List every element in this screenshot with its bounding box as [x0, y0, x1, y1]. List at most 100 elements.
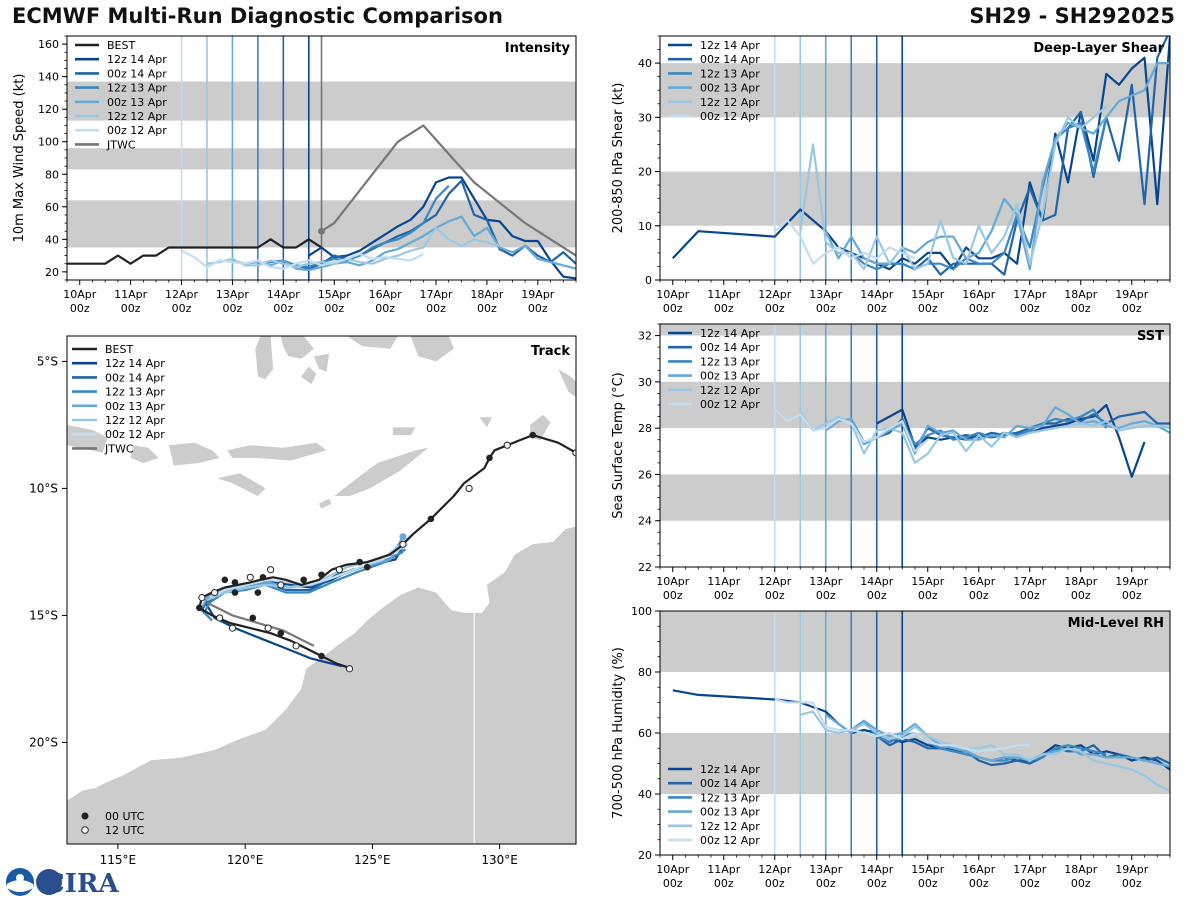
shear-xtick-label: 18Apr: [1064, 288, 1098, 301]
globe-icon: [36, 869, 62, 895]
best-point-12utc: [198, 594, 206, 602]
rh-legend-label: 00z 14 Apr: [700, 777, 760, 790]
sst-ytick-label: 22: [638, 561, 652, 574]
track-legend-label: 12z 14 Apr: [105, 357, 165, 370]
track-legend-label: 00z 14 Apr: [105, 371, 165, 384]
rh-xtick-label: 10Apr: [656, 863, 690, 876]
best-point-00utc: [318, 571, 325, 579]
rh-legend-label: 00z 13 Apr: [700, 806, 760, 819]
best-point-12utc: [465, 484, 473, 492]
intensity-xtick-label: 14Apr: [267, 288, 301, 301]
best-point-12utc: [246, 573, 254, 581]
rh-series-line: [774, 698, 1030, 753]
rh-xtick-label: 11Apr: [707, 863, 741, 876]
intensity-xtick-label: 00z: [273, 302, 293, 315]
intensity-marker: [318, 227, 325, 235]
intensity-series-line: [181, 249, 424, 270]
rh-xtick-label: 14Apr: [860, 863, 894, 876]
rh-xtick-label: 19Apr: [1115, 863, 1149, 876]
intensity-plot-area: [67, 36, 576, 280]
best-point-00utc: [529, 431, 537, 439]
cira-logo-text: CIRA: [44, 869, 119, 898]
intensity-xtick-label: 11Apr: [114, 288, 148, 301]
land-mass: [280, 336, 314, 359]
rh-legend-label: 00z 12 Apr: [700, 834, 760, 847]
shear-ytick-label: 10: [638, 220, 652, 233]
track-xtick-label: 130°E: [481, 853, 518, 867]
land-mass: [319, 498, 332, 509]
land-mass: [67, 424, 108, 453]
shear-xtick-label: 11Apr: [707, 288, 741, 301]
sst-panel-title: SST: [1137, 329, 1164, 344]
best-point-00utc: [254, 589, 262, 596]
shear-xtick-label: 00z: [1071, 302, 1091, 315]
sst-xtick-label: 00z: [918, 589, 938, 602]
sst-shade-band: [660, 324, 1170, 336]
sst-xtick-label: 18Apr: [1064, 575, 1098, 588]
sst-plot-area: [660, 324, 1170, 567]
track-legend-label: 12z 13 Apr: [105, 386, 165, 399]
best-point-00utc: [486, 454, 493, 462]
track-panel: 115°E 120°E 125°E 130°E 5°S 10°S 15°S 20°S Track…: [29, 335, 577, 867]
rh-xtick-label: 00z: [663, 877, 683, 890]
land-mass: [168, 442, 220, 466]
shear-xtick-label: 15Apr: [911, 288, 945, 301]
best-point-00utc: [196, 604, 203, 612]
rh-xtick-label: 00z: [816, 877, 836, 890]
sst-ytick-label: 28: [638, 422, 652, 435]
intensity-xtick-label: 13Apr: [216, 288, 250, 301]
forecast-track-line: [206, 601, 315, 647]
track-ytick-label: 20°S: [29, 735, 58, 749]
sst-xtick-label: 16Apr: [962, 575, 996, 588]
best-point-00utc: [259, 574, 267, 581]
sst-shade-band: [660, 474, 1170, 521]
sst-ytick-label: 30: [638, 376, 652, 389]
rh-xtick-label: 00z: [867, 877, 887, 890]
rh-ylabel: 700-500 hPa Humidity (%): [611, 647, 626, 819]
land-mass: [313, 353, 330, 372]
marker-legend-label: 00 UTC: [105, 810, 145, 823]
marker-legend-00utc: [81, 812, 89, 820]
track-ytick-label: 15°S: [29, 608, 58, 622]
intensity-xtick-label: 18Apr: [470, 288, 504, 301]
intensity-xtick-label: 00z: [477, 302, 497, 315]
intensity-xtick-label: 00z: [223, 302, 243, 315]
shear-legend-label: 00z 12 Apr: [700, 110, 760, 123]
shear-series-line: [824, 61, 1170, 271]
intensity-ytick-label: 120: [38, 103, 59, 116]
best-point-12utc: [267, 566, 275, 574]
shear-legend-label: 12z 14 Apr: [700, 39, 760, 52]
marker-legend-label: 12 UTC: [105, 824, 145, 837]
intensity-xtick-label: 16Apr: [369, 288, 403, 301]
sst-legend-label: 00z 12 Apr: [700, 398, 760, 411]
best-point-12utc: [399, 540, 407, 548]
intensity-xtick-label: 00z: [121, 302, 141, 315]
sst-ylabel: Sea Surface Temp (°C): [611, 372, 626, 519]
intensity-legend-label: BEST: [107, 39, 135, 52]
shear-xtick-label: 00z: [765, 302, 785, 315]
intensity-series-line: [308, 176, 576, 280]
track-panel-title: Track: [531, 344, 570, 359]
rh-plot-area: [660, 611, 1170, 855]
sst-xtick-label: 00z: [867, 589, 887, 602]
land-mass: [334, 447, 429, 496]
sst-xtick-label: 00z: [1122, 589, 1142, 602]
intensity-xtick-label: 00z: [375, 302, 395, 315]
rh-series-line: [876, 735, 1170, 767]
sst-legend-label: 12z 12 Apr: [700, 384, 760, 397]
shear-xtick-label: 00z: [969, 302, 989, 315]
intensity-ytick-label: 20: [45, 266, 59, 279]
intensity-legend-label: 12z 14 Apr: [107, 53, 167, 66]
sst-xtick-label: 11Apr: [707, 575, 741, 588]
land-mass: [217, 473, 266, 496]
intensity-xtick-label: 00z: [172, 302, 192, 315]
best-track-line: [198, 434, 576, 670]
rh-xtick-label: 13Apr: [809, 863, 843, 876]
land-mass: [227, 442, 327, 461]
shear-xtick-label: 19Apr: [1115, 288, 1149, 301]
best-point-12utc: [292, 642, 300, 650]
